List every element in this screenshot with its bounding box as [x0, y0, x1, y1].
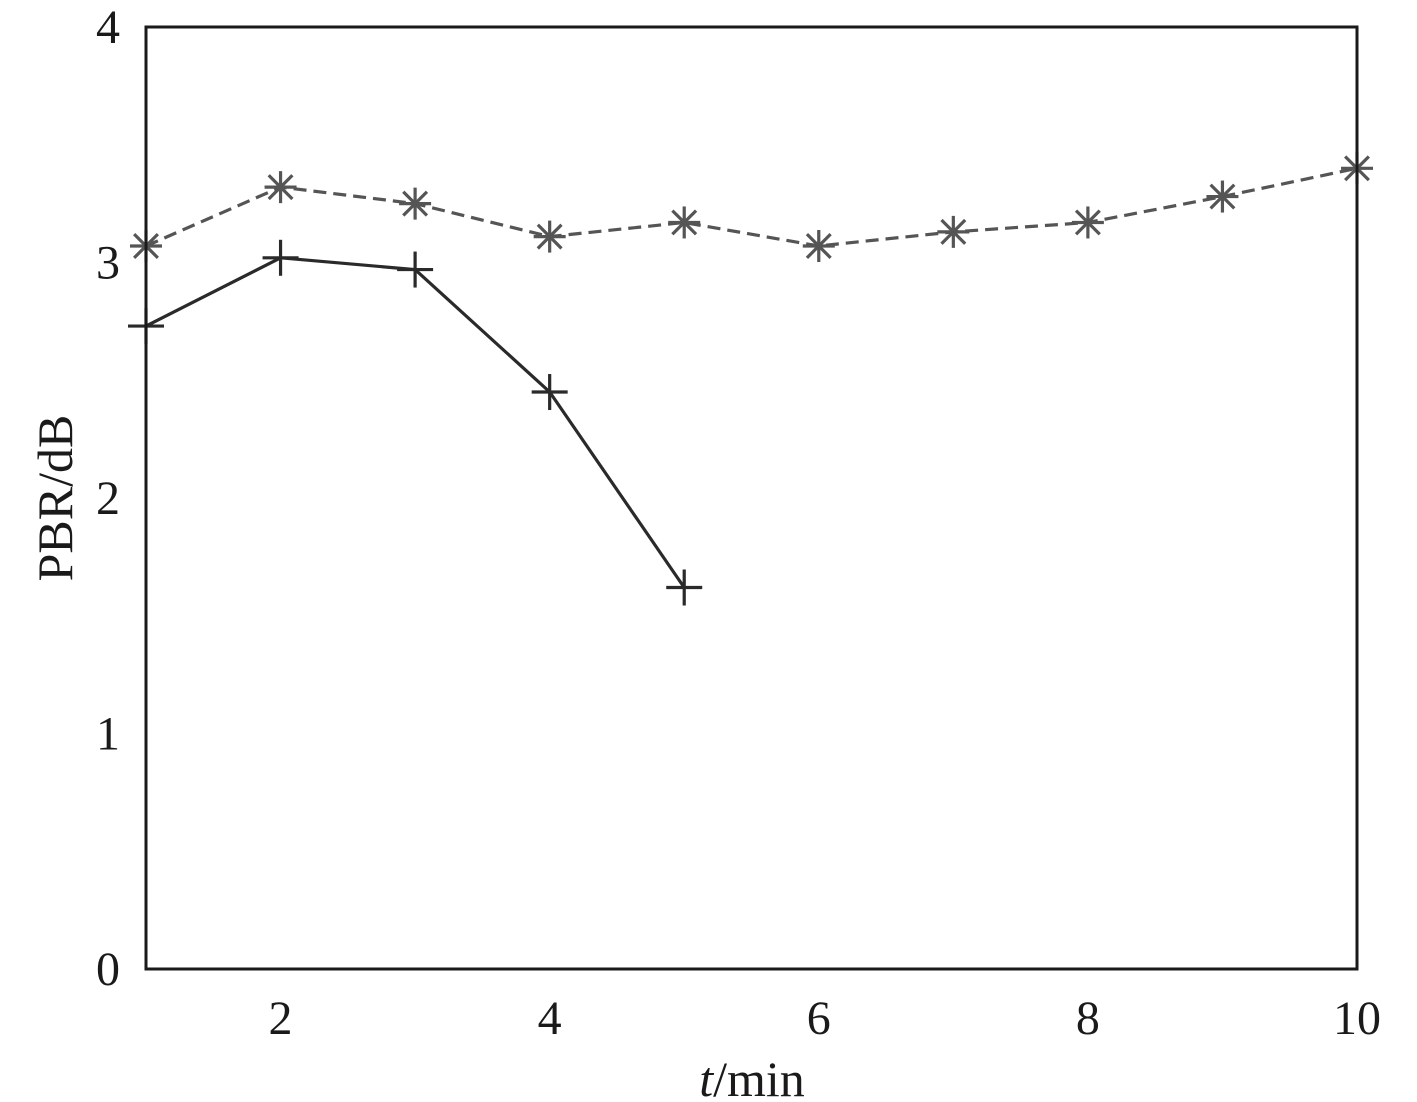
y-tick-label: 4 [96, 1, 120, 54]
data-point-asterisk [802, 230, 835, 263]
y-tick-label: 2 [96, 472, 120, 525]
data-point-plus [531, 374, 568, 411]
x-tick-label: 2 [269, 992, 293, 1045]
series-layer [128, 152, 1373, 606]
series-line [145, 256, 686, 589]
x-tick-label: 4 [538, 992, 562, 1045]
x-tick-label: 6 [807, 992, 831, 1045]
tick-labels: 0 1 2 3 4 2 4 6 8 10 [96, 1, 1381, 1045]
data-point-plus [262, 239, 299, 276]
x-axis-title: t/min [699, 1051, 805, 1102]
data-point-plus [666, 569, 703, 606]
x-axis-title-variable: t [699, 1051, 714, 1102]
data-point-plus [397, 251, 434, 288]
data-point-asterisk [937, 215, 970, 248]
data-point-asterisk [1071, 206, 1104, 239]
y-tick-label: 0 [96, 943, 120, 996]
data-point-asterisk [533, 220, 566, 253]
x-tick-label: 10 [1333, 992, 1381, 1045]
y-tick-label: 1 [96, 708, 120, 761]
x-tick-label: 8 [1076, 992, 1100, 1045]
data-point-asterisk [668, 206, 701, 239]
plot-area-frame [144, 25, 1359, 971]
series-line [145, 166, 1358, 248]
series-plus-solid [128, 239, 703, 606]
data-point-asterisk [399, 187, 432, 220]
y-axis-title: PBR/dB [27, 415, 83, 582]
series-asterisk-dashed [130, 152, 1373, 263]
x-axis-title-unit: /min [713, 1051, 805, 1102]
data-point-asterisk [264, 171, 297, 204]
data-point-asterisk [1206, 180, 1239, 213]
y-tick-label: 3 [96, 237, 120, 290]
